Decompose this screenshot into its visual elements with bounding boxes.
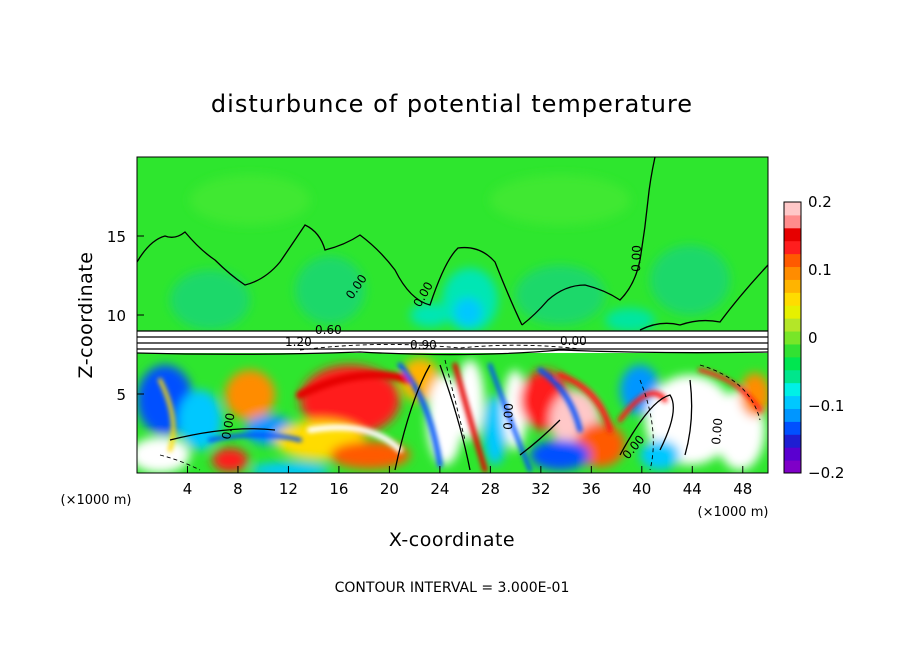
contour-line [439,364,471,471]
colorbar-cell [784,382,801,397]
lower-layer-streaks [158,362,762,473]
colorbar-cell [784,421,801,435]
contour-line [699,364,761,421]
colorbar-label: 0.2 [808,193,832,211]
y-tick-label: 15 [107,228,126,246]
colorbar-frame [783,201,802,474]
contour-line [639,379,654,471]
contour-label: 0.00 [501,403,516,430]
colorbar-cell [784,318,801,332]
contour-label: 0.00 [219,412,237,441]
colorbar-cell [784,202,801,216]
contour-line [137,349,768,356]
x-tick-label: 40 [632,480,651,498]
colorbar-cell [784,343,801,358]
contour-label: 0.00 [560,334,587,348]
contour-line [299,343,581,351]
contour-label: 1.20 [285,335,312,349]
colorbar-cell [784,279,801,293]
x-tick-label: 20 [380,480,399,498]
colorbar-cell [784,240,801,255]
x-tick-label: 44 [683,480,702,498]
contour-line [521,157,656,326]
plot-area: 0.00 0.00 0.00 0.00 0.60 1.20 0.00 0.00 … [137,157,768,473]
colorbar: 0.2 0.1 0 −0.1 −0.2 [783,193,844,482]
colorbar-cell [784,292,801,306]
contour-label: 0.00 [709,417,725,445]
colorbar-cell [784,434,801,448]
colorbar-label: −0.1 [808,397,844,415]
contour-line [639,264,768,331]
y-tick-label: 5 [116,386,126,404]
contour-label: 0.60 [315,323,342,337]
colorbar-cell [784,460,801,474]
contour-label: 0.00 [629,245,644,272]
contour-line [619,394,674,456]
x-tick-label: 28 [481,480,500,498]
x-tick-label: 24 [430,480,449,498]
x-axis: 4 8 12 16 20 24 28 32 36 40 44 48 (×1000 m) (×1000 … [61,466,769,551]
x-tick-label: 8 [233,480,243,498]
colorbar-label: −0.2 [808,464,844,482]
colorbar-cell [784,305,801,319]
x-unit-label-right: (×1000 m) [698,505,769,520]
x-tick-label: 36 [582,480,601,498]
colorbar-label: 0 [808,329,818,347]
colorbar-cell [784,253,801,268]
x-axis-title: X-coordinate [389,529,515,551]
upper-layer-patches [170,175,730,332]
colorbar-cell [784,395,801,409]
colorbar-cell [784,266,801,280]
colorbar-cell [784,356,801,371]
contour-line [444,359,466,441]
x-tick-label: 4 [183,480,193,498]
x-tick-label: 16 [329,480,348,498]
contour-line [684,379,693,456]
contour-interval-note: CONTOUR INTERVAL = 3.000E-01 [335,580,570,596]
x-unit-label-left: (×1000 m) [61,493,132,508]
y-axis: 5 10 15 Z-coordinate [75,228,144,404]
y-axis-title: Z-coordinate [75,252,97,379]
colorbar-cell [784,331,801,345]
contour-label: 0.90 [410,338,437,352]
contour-line [519,419,561,456]
contour-line [137,224,523,326]
x-tick-label: 48 [733,480,752,498]
colorbar-cell [784,447,801,461]
x-tick-label: 12 [279,480,298,498]
colorbar-cell [784,369,801,384]
contour-line [159,454,201,471]
contour-line [169,428,276,441]
dashed-contours [159,343,761,471]
colorbar-cell [784,227,801,242]
colorbar-label: 0.1 [808,261,832,279]
colorbar-cell [784,408,801,422]
chart-title: disturbunce of potential temperature [211,90,693,118]
x-tick-label: 32 [531,480,550,498]
y-tick-label: 10 [107,307,126,325]
interface-band [137,331,768,353]
colorbar-cell [784,214,801,229]
contour-line [394,364,431,471]
contour-lines [137,157,768,471]
